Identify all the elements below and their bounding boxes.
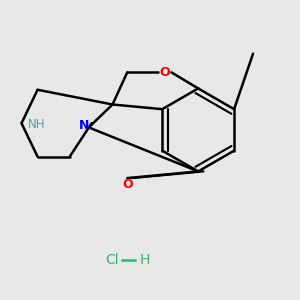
Text: O: O — [159, 66, 170, 79]
Text: Cl: Cl — [106, 253, 119, 267]
Text: O: O — [122, 178, 133, 191]
Text: H: H — [140, 253, 150, 267]
Text: NH: NH — [28, 118, 45, 131]
Text: N: N — [79, 119, 90, 132]
